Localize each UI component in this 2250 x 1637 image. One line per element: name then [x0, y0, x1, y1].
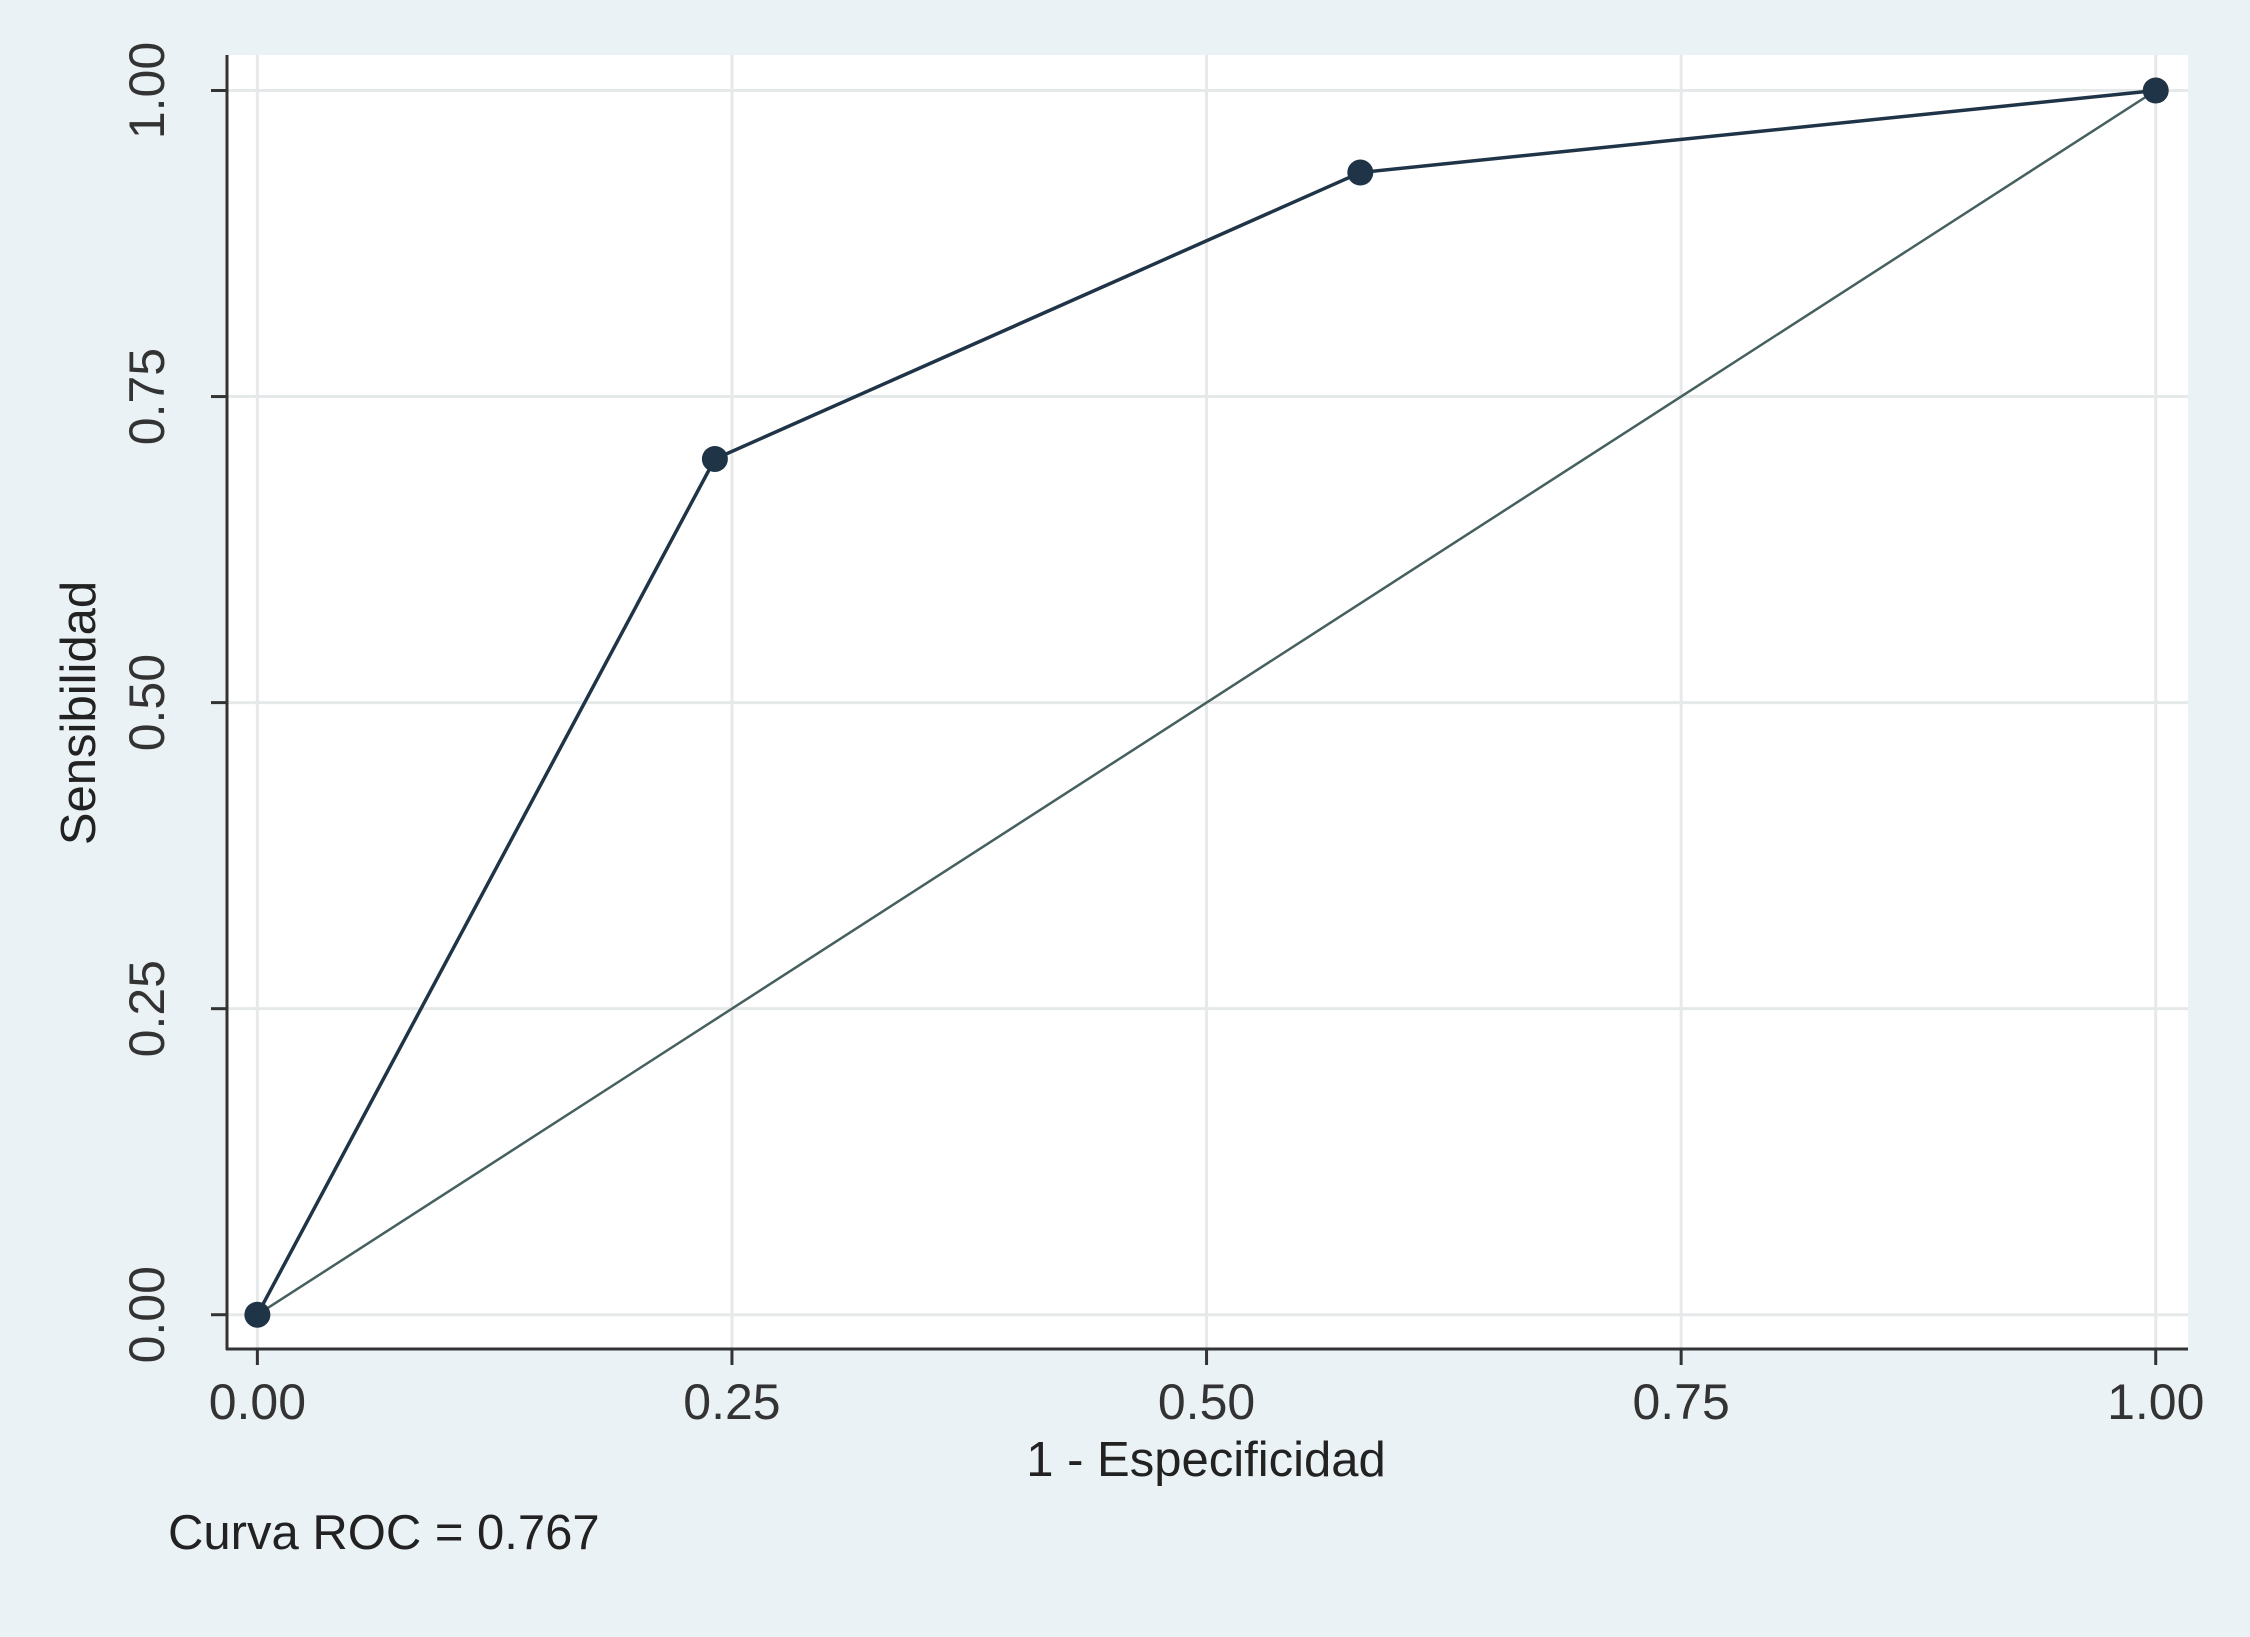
- y-tick-label: 0.50: [119, 654, 175, 751]
- x-tick-label: 1.00: [2107, 1374, 2204, 1430]
- y-tick-label: 0.75: [119, 348, 175, 445]
- x-tick-label: 0.50: [1158, 1374, 1255, 1430]
- y-tick-label: 0.25: [119, 960, 175, 1057]
- roc-line: [255, 88, 2156, 1316]
- x-axis-title: 1 - Especificidad: [1026, 1433, 1386, 1487]
- point: [701, 445, 728, 472]
- y-axis-title: Sensibilidad: [52, 581, 106, 845]
- annotation: Curva ROC = 0.767: [168, 1506, 600, 1560]
- x-tick-label: 0.00: [209, 1374, 306, 1430]
- point: [244, 1301, 271, 1328]
- x-tick-label: 0.75: [1632, 1374, 1729, 1430]
- y-tick-label: 1.00: [119, 42, 175, 139]
- point: [2142, 77, 2169, 104]
- y-tick-label: 0.00: [119, 1266, 175, 1363]
- reference-line: [256, 89, 2157, 1316]
- x-tick-label: 0.25: [683, 1374, 780, 1430]
- point: [1347, 159, 1374, 186]
